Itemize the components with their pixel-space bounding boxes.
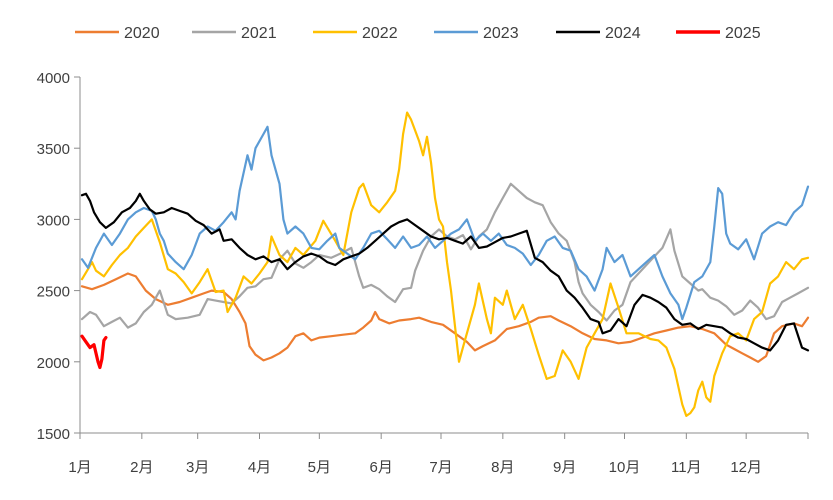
- legend-label-2024: 2024: [605, 25, 641, 42]
- legend-label-2020: 2020: [124, 25, 160, 42]
- y-tick-label: 2000: [37, 355, 70, 372]
- x-tick-label: 11月: [671, 459, 702, 476]
- legend-label-2021: 2021: [241, 25, 277, 42]
- y-tick-label: 3000: [37, 212, 70, 229]
- x-tick-label: 7月: [429, 459, 452, 476]
- legend-label-2023: 2023: [483, 25, 519, 42]
- x-tick-label: 9月: [553, 459, 576, 476]
- y-tick-label: 2500: [37, 284, 70, 301]
- series-line-2023: [80, 125, 810, 321]
- y-axis: 1500 2000 2500 3000 3500 4000: [37, 70, 81, 443]
- x-tick-label: 3月: [186, 459, 209, 476]
- legend-label-2022: 2022: [362, 25, 398, 42]
- x-tick-label: 12月: [730, 459, 762, 476]
- series-line-2022: [80, 111, 810, 417]
- x-tick-label: 8月: [491, 459, 514, 476]
- y-tick-label: 3500: [37, 141, 70, 158]
- y-tick-label: 1500: [37, 426, 70, 443]
- x-tick-label: 2月: [130, 459, 153, 476]
- series-line-2021: [80, 182, 810, 329]
- plot-lines: [80, 111, 810, 417]
- series-line-2025: [80, 334, 108, 370]
- x-tick-label: 1月: [68, 459, 91, 476]
- x-tick-label: 6月: [370, 459, 393, 476]
- y-tick-label: 4000: [37, 70, 70, 87]
- legend-label-2025: 2025: [725, 25, 761, 42]
- x-axis: 1月 2月 3月 4月 5月 6月 7月 8月 9月 10月 11月 12月: [68, 432, 809, 476]
- x-tick-label: 5月: [308, 459, 331, 476]
- x-tick-label: 10月: [609, 459, 641, 476]
- series-line-2024: [80, 192, 810, 352]
- x-tick-label: 4月: [248, 459, 271, 476]
- legend: 2020 2021 2022 2023 2024 2025: [75, 25, 761, 42]
